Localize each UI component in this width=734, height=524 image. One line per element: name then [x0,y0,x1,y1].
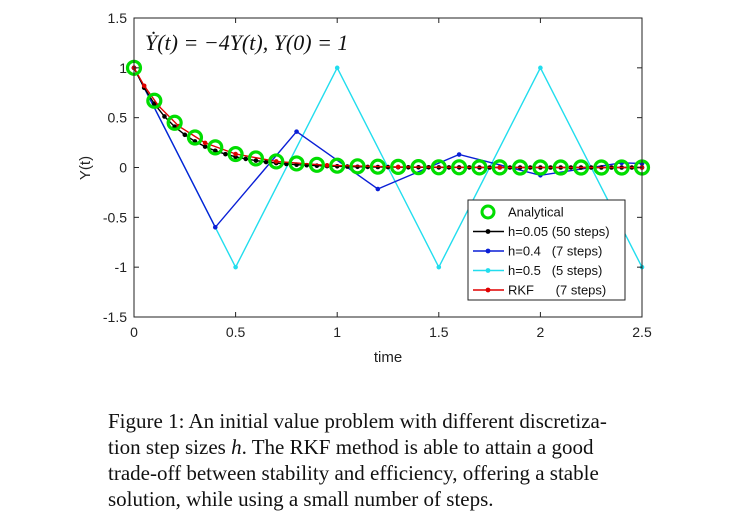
series-point [182,132,188,138]
analytical-point [410,159,427,176]
legend-marker [485,229,491,234]
series-point [233,151,238,157]
analytical-point [593,159,610,176]
analytical-point [227,145,244,163]
analytical-point [552,159,569,176]
y-tick-label: 0.5 [108,110,128,126]
analytical-point [268,153,285,170]
analytical-point [451,159,468,176]
analytical-point [288,155,305,172]
caption-line-1: Figure 1: An initial value problem with … [108,409,607,433]
series-point [212,148,218,154]
chart-annotation: Ẏ(t) = −4Y(t), Y(0) = 1 [145,30,348,55]
series-point [202,140,208,146]
legend-label: RKF (7 steps) [508,283,606,298]
analytical-point [369,158,386,175]
analytical-point [471,159,488,176]
x-axis-label: time [374,349,402,366]
series-point [141,83,147,89]
legend-marker [480,204,496,220]
legend-label: h=0.05 (50 steps) [508,224,610,239]
series-point [334,65,340,71]
analytical-point [390,158,407,176]
legend-marker [485,268,491,273]
legend-entry-2: h=0.05 (50 steps) [473,224,610,239]
legend-label: h=0.5 (5 steps) [508,263,602,278]
analytical-point [166,114,183,131]
analytical-point [349,158,366,175]
x-tick-label: 1 [333,324,341,340]
series-point [202,144,208,149]
series-point [223,151,228,157]
legend-entry-4: h=0.5 (5 steps) [473,263,602,278]
axes-layer: 0 0.5 1 1.5 2 2.5 1.5 1 0.5 0 -0.5 -1 -1.5 [103,10,652,340]
series-point [334,164,340,169]
legend-marker [485,248,491,254]
series-point [212,225,218,230]
analytical-point [572,159,590,176]
series-point [375,186,381,192]
analytical-point [532,159,549,176]
analytical-point [511,159,529,176]
legend-entry-5: RKF (7 steps) [473,283,606,298]
series-point [395,164,401,170]
series-point [243,156,249,162]
series-point [436,264,442,270]
legend: Analytical h=0.05 (50 steps) h=0.4 (7 step… [467,199,626,301]
analytical-point [186,129,204,146]
series-point [233,264,238,270]
analytical-point [329,157,346,174]
y-tick-label: -0.5 [103,209,127,225]
series-point [273,159,279,164]
series-point [162,114,167,119]
legend-marker [485,287,491,293]
analytical-point [247,150,265,167]
chart-figure: 0 0.5 1 1.5 2 2.5 1.5 1 0.5 0 -0.5 -1 -1.5 Ẏ(t) = −4… [77,10,652,366]
caption-line-3: trade-off between stability and efficien… [108,461,599,485]
x-tick-label: 0.5 [226,324,246,340]
analytical-point [491,159,508,176]
caption-variable-h: h [231,435,242,459]
x-tick-label: 2.5 [632,324,652,340]
series-point [294,129,299,134]
y-tick-label: 0 [119,160,127,176]
analytical-point [207,139,224,156]
y-tick-label: 1 [119,60,127,76]
series-point [345,164,350,169]
analytical-point [146,92,163,109]
series-point [355,164,360,170]
analytical-point [613,159,630,176]
y-tick-label: 1.5 [108,10,128,26]
caption-line-2-end: . The RKF method is able to attain a goo… [241,435,594,459]
caption-line-2-start: tion step sizes [108,435,232,459]
series-point [253,158,259,163]
analytical-point [308,156,325,173]
legend-box [467,199,626,301]
series-1 [125,59,651,176]
x-tick-label: 2 [537,324,545,340]
legend-entry-3: h=0.4 (7 steps) [473,244,602,259]
legend-label: Analytical [508,205,564,220]
series-point [263,159,269,165]
y-tick-label: -1.5 [103,309,127,325]
analytical-point [430,159,447,176]
x-tick-label: 0 [130,324,138,340]
series-point [324,163,330,168]
series-point [538,65,543,71]
y-axis-label: Y(t) [77,156,94,180]
series-point [456,152,462,157]
x-tick-label: 1.5 [429,324,449,340]
figure-caption: Figure 1: An initial value problem with … [108,408,698,512]
series-layer [125,59,651,270]
y-tick-label: -1 [115,259,128,275]
legend-entry-1: Analytical [480,204,564,220]
legend-label: h=0.4 (7 steps) [508,244,602,259]
series-point [497,165,503,170]
caption-line-4: solution, while using a small number of … [108,487,494,511]
